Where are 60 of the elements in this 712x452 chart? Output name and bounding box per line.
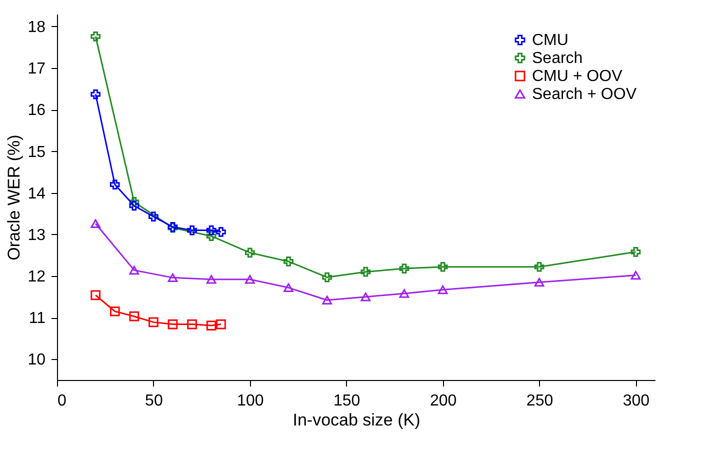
point: [206, 231, 216, 242]
x-tick-label: 0: [58, 392, 66, 410]
y-axis-title: Oracle WER (%): [4, 134, 24, 260]
legend-label: CMU + OOV: [532, 68, 623, 85]
y-tick-label: 10: [28, 352, 46, 369]
point: [168, 319, 178, 330]
legend-label: CMU: [532, 32, 568, 49]
point: [244, 248, 255, 258]
point: [90, 89, 101, 100]
point: [534, 262, 544, 272]
x-tick-label: 150: [334, 392, 360, 410]
x-tick-label: 50: [145, 392, 163, 410]
x-tick-label: 200: [430, 392, 457, 410]
point: [129, 197, 140, 207]
x-tick-label: 100: [237, 392, 264, 410]
point: [148, 317, 158, 328]
y-tick-label: 11: [28, 310, 46, 328]
legend-label: Search + OOV: [532, 86, 637, 103]
point: [110, 180, 120, 190]
y-tick-label: 17: [28, 60, 46, 78]
point: [206, 320, 216, 330]
point: [148, 212, 158, 222]
x-tick-label: 300: [622, 392, 650, 410]
point: [284, 283, 294, 292]
y-tick-label: 13: [28, 226, 46, 244]
point: [322, 272, 332, 282]
point: [534, 278, 544, 287]
point: [438, 262, 448, 272]
y-tick-label: 14: [28, 185, 46, 202]
point: [399, 264, 410, 274]
y-tick-label: 18: [28, 18, 46, 36]
point: [90, 219, 101, 228]
point: [322, 296, 332, 305]
point: [216, 319, 226, 330]
point: [90, 32, 101, 42]
point: [129, 311, 140, 322]
point: [399, 289, 410, 298]
point: [129, 200, 140, 211]
y-tick-label: 15: [28, 144, 46, 161]
y-tick-label: 16: [28, 102, 46, 120]
point: [438, 285, 448, 294]
point: [360, 266, 371, 277]
legend-label: Search: [532, 50, 583, 67]
point: [187, 319, 197, 330]
x-axis-title: In-vocab size (K): [292, 410, 420, 430]
point: [129, 266, 140, 275]
point: [216, 227, 226, 237]
y-tick-label: 12: [28, 268, 46, 286]
point: [187, 225, 197, 236]
point: [206, 274, 216, 284]
point: [284, 256, 294, 266]
point: [244, 274, 255, 284]
point: [360, 292, 371, 302]
point: [206, 225, 216, 236]
point: [630, 270, 641, 280]
point: [630, 246, 641, 257]
point: [110, 306, 120, 316]
point: [168, 273, 178, 282]
point: [90, 290, 101, 300]
x-tick-label: 250: [526, 392, 554, 410]
